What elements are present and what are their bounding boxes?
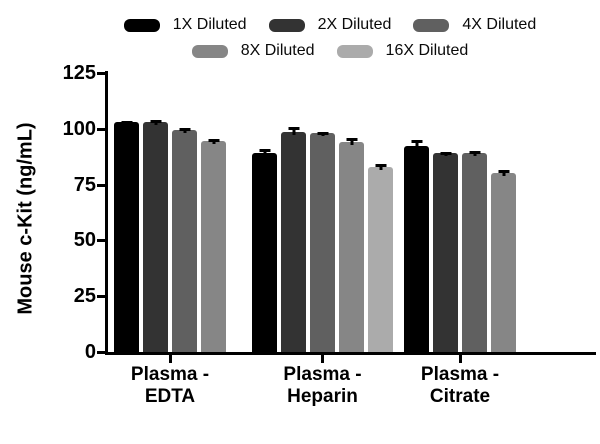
y-tick xyxy=(97,239,105,243)
error-bar xyxy=(121,120,132,126)
error-bar-cap xyxy=(411,139,422,143)
error-bar-stem xyxy=(292,126,295,136)
bar-16x-diluted-plasma-heparin xyxy=(368,163,393,352)
x-category-label-line: Plasma - xyxy=(420,364,500,385)
error-bar-cap xyxy=(375,163,386,167)
y-tick xyxy=(97,351,105,354)
legend-label: 2X Diluted xyxy=(317,16,392,33)
bar-8x-diluted-plasma-edta xyxy=(201,138,226,352)
error-bar-cap xyxy=(469,150,480,154)
legend-swatch-16x-diluted xyxy=(336,44,373,58)
error-bar-cap xyxy=(498,169,509,173)
y-tick xyxy=(97,183,105,187)
bar-group-plasma-citrate xyxy=(404,139,516,352)
error-bar-stem xyxy=(350,137,353,146)
x-category-label: Plasma - Citrate xyxy=(385,364,535,408)
x-axis-line xyxy=(105,352,596,355)
legend-label: 4X Diluted xyxy=(462,16,537,33)
bar-1x-diluted-plasma-edta xyxy=(114,120,139,352)
legend-row-2: 8X Diluted 16X Diluted xyxy=(191,42,469,60)
x-category-label-line: Citrate xyxy=(429,386,491,407)
error-bar-cap xyxy=(346,137,357,141)
bar-1x-diluted-plasma-heparin xyxy=(252,148,277,352)
bar-8x-diluted-plasma-citrate xyxy=(491,169,516,352)
error-bar-cap xyxy=(121,120,132,124)
legend-swatch-8x-diluted xyxy=(191,44,228,58)
x-category-label-line: Plasma - xyxy=(130,364,210,385)
bar-8x-diluted-plasma-heparin xyxy=(339,137,364,352)
legend-item-8x-diluted: 8X Diluted xyxy=(191,42,315,60)
error-bar xyxy=(375,163,386,170)
legend: 1X Diluted 2X Diluted 4X Diluted 8X Diluted… xyxy=(0,16,600,60)
x-category-label: Plasma - Heparin xyxy=(248,364,398,408)
legend-row-1: 1X Diluted 2X Diluted 4X Diluted xyxy=(123,16,536,34)
legend-item-16x-diluted: 16X Diluted xyxy=(336,42,469,60)
x-tick xyxy=(321,355,324,363)
error-bar-stem xyxy=(415,139,418,149)
legend-label: 8X Diluted xyxy=(240,42,315,59)
x-category-label-line: EDTA xyxy=(144,386,196,407)
legend-label: 16X Diluted xyxy=(385,42,469,59)
y-tick-label: 75 xyxy=(73,173,96,196)
x-category-label-line: Plasma - xyxy=(283,364,362,385)
error-bar-cap xyxy=(208,138,219,142)
error-bar-stem xyxy=(263,148,266,157)
error-bar xyxy=(317,131,328,137)
y-tick xyxy=(97,72,105,75)
y-tick-label: 0 xyxy=(84,341,96,363)
bar-4x-diluted-plasma-edta xyxy=(172,128,197,352)
legend-swatch-4x-diluted xyxy=(413,18,450,32)
error-bar xyxy=(150,120,161,126)
bar-2x-diluted-plasma-heparin xyxy=(281,126,306,352)
bar-group-plasma-edta xyxy=(114,120,226,352)
bar-1x-diluted-plasma-citrate xyxy=(404,139,429,352)
error-bar xyxy=(469,150,480,157)
legend-label: 1X Diluted xyxy=(172,16,247,33)
y-tick xyxy=(97,295,105,299)
legend-swatch-1x-diluted xyxy=(123,18,160,32)
error-bar xyxy=(411,139,422,149)
legend-item-2x-diluted: 2X Diluted xyxy=(268,16,392,34)
error-bar xyxy=(498,169,509,177)
x-category-label-line: Heparin xyxy=(287,386,358,407)
error-bar-stem xyxy=(502,169,505,177)
y-tick-label: 100 xyxy=(62,117,96,140)
y-axis-line xyxy=(105,71,108,355)
error-bar-cap xyxy=(150,120,161,124)
y-tick-label: 50 xyxy=(73,229,96,252)
y-tick-label: 25 xyxy=(73,285,96,308)
x-category-label: Plasma - EDTA xyxy=(95,364,245,408)
legend-item-4x-diluted: 4X Diluted xyxy=(413,16,536,34)
bar-2x-diluted-plasma-edta xyxy=(143,120,168,352)
x-tick xyxy=(458,355,462,363)
error-bar-cap xyxy=(288,126,299,130)
legend-swatch-2x-diluted xyxy=(268,18,305,32)
bar-4x-diluted-plasma-citrate xyxy=(462,150,487,352)
error-bar-cap xyxy=(179,128,190,132)
bar-4x-diluted-plasma-heparin xyxy=(310,131,335,352)
error-bar-cap xyxy=(440,152,451,156)
y-tick xyxy=(97,127,105,131)
error-bar xyxy=(259,148,270,157)
legend-item-1x-diluted: 1X Diluted xyxy=(123,16,247,34)
error-bar xyxy=(440,152,451,157)
bar-group-plasma-heparin xyxy=(252,126,393,352)
x-tick xyxy=(168,355,172,363)
error-bar xyxy=(179,128,190,133)
error-bar xyxy=(346,137,357,146)
bar-2x-diluted-plasma-citrate xyxy=(433,152,458,352)
error-bar-cap xyxy=(317,131,328,135)
error-bar xyxy=(208,138,219,145)
error-bar xyxy=(288,126,299,136)
error-bar-cap xyxy=(259,148,270,152)
y-tick-label: 125 xyxy=(62,62,96,84)
